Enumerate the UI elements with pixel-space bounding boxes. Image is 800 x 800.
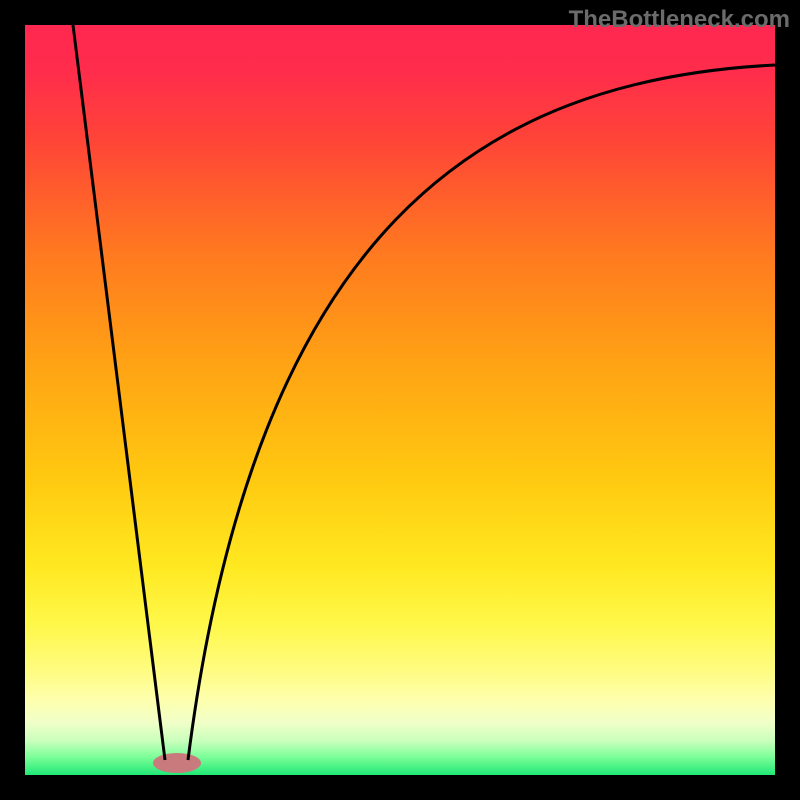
plot-area: [25, 25, 775, 775]
bottleneck-chart: [0, 0, 800, 800]
bottom-marker: [153, 753, 201, 773]
watermark-text: TheBottleneck.com: [569, 6, 790, 34]
